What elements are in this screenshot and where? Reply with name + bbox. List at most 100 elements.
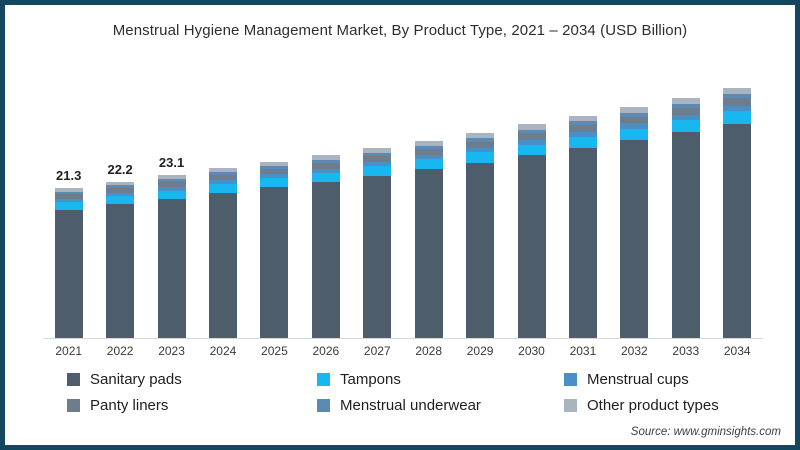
bar-column-2026 bbox=[300, 63, 351, 338]
bar-column-2022: 22.2 bbox=[94, 63, 145, 338]
bar-segment-sanitary-pads bbox=[260, 187, 289, 338]
chart-title: Menstrual Hygiene Management Market, By … bbox=[112, 22, 688, 39]
bar-segment-other-product-types bbox=[311, 155, 340, 160]
bar-segment-tampons bbox=[414, 159, 443, 170]
stacked-bar bbox=[671, 97, 700, 338]
stacked-bar bbox=[208, 168, 237, 338]
bar-segment-menstrual-cups bbox=[106, 192, 135, 197]
bar-segment-tampons bbox=[106, 196, 135, 205]
bar-segment-menstrual-underwear bbox=[671, 103, 700, 108]
bar-segment-menstrual-underwear bbox=[54, 191, 83, 195]
bar-segment-other-product-types bbox=[517, 124, 546, 130]
bar-column-2028 bbox=[403, 63, 454, 338]
bar-segment-tampons bbox=[466, 152, 495, 163]
bar-segment-sanitary-pads bbox=[106, 204, 135, 338]
bar-segment-panty-liners bbox=[311, 163, 340, 169]
bar-segment-other-product-types bbox=[466, 132, 495, 139]
bar-segment-menstrual-cups bbox=[671, 114, 700, 121]
stacked-bar bbox=[311, 155, 340, 338]
x-tick-label: 2021 bbox=[55, 344, 83, 358]
bar-segment-menstrual-cups bbox=[517, 139, 546, 145]
x-tick-label: 2028 bbox=[415, 344, 443, 358]
bar-segment-tampons bbox=[568, 137, 597, 149]
legend-swatch-icon bbox=[67, 373, 80, 386]
bar-segment-tampons bbox=[54, 202, 83, 210]
bar-segment-sanitary-pads bbox=[620, 140, 649, 338]
legend-item-menstrual-underwear: Menstrual underwear bbox=[317, 397, 564, 414]
bar-segment-tampons bbox=[311, 172, 340, 182]
bar-segment-panty-liners bbox=[54, 194, 83, 199]
bar-segment-other-product-types bbox=[620, 106, 649, 113]
bar-segment-menstrual-cups bbox=[414, 154, 443, 160]
bar-segment-menstrual-cups bbox=[620, 123, 649, 129]
x-tick-label: 2024 bbox=[209, 344, 237, 358]
bar-segment-panty-liners bbox=[363, 156, 392, 162]
bar-segment-menstrual-cups bbox=[208, 180, 237, 185]
x-tick-label: 2030 bbox=[518, 344, 545, 358]
x-tick-label: 2032 bbox=[621, 344, 648, 358]
bar-segment-tampons bbox=[671, 120, 700, 133]
stacked-bar bbox=[620, 106, 649, 338]
legend-label: Menstrual underwear bbox=[340, 397, 481, 414]
source-credit: Source: www.gminsights.com bbox=[630, 426, 781, 438]
bar-segment-panty-liners bbox=[414, 148, 443, 155]
legend-item-other-product-types: Other product types bbox=[564, 397, 719, 414]
bar-column-2021: 21.3 bbox=[43, 63, 94, 338]
bar-segment-panty-liners bbox=[671, 107, 700, 115]
plot-area: 21.3 22.2 23.1 bbox=[43, 63, 763, 339]
bar-segment-other-product-types bbox=[414, 140, 443, 146]
legend-swatch-icon bbox=[317, 373, 330, 386]
stacked-bar bbox=[363, 148, 392, 338]
bar-segment-menstrual-underwear bbox=[517, 129, 546, 134]
bar-column-2023: 23.1 bbox=[146, 63, 197, 338]
bar-segment-menstrual-underwear bbox=[620, 112, 649, 117]
bar-segment-menstrual-underwear bbox=[723, 93, 752, 99]
bar-segment-menstrual-underwear bbox=[260, 166, 289, 170]
bar-column-2029 bbox=[454, 63, 505, 338]
bar-segment-tampons bbox=[723, 111, 752, 124]
bar-segment-tampons bbox=[517, 144, 546, 156]
bar-segment-other-product-types bbox=[106, 181, 135, 186]
bar-segment-panty-liners bbox=[260, 169, 289, 175]
bar-segment-other-product-types bbox=[568, 115, 597, 122]
bar-segment-menstrual-cups bbox=[54, 198, 83, 203]
legend-label: Panty liners bbox=[90, 397, 169, 414]
bar-column-2030 bbox=[506, 63, 557, 338]
bar-value-label: 21.3 bbox=[56, 167, 82, 183]
x-tick-label: 2026 bbox=[312, 344, 340, 358]
bar-segment-other-product-types bbox=[54, 187, 83, 192]
bar-column-2025 bbox=[249, 63, 300, 338]
bar-segment-panty-liners bbox=[568, 125, 597, 132]
bar-segment-menstrual-cups bbox=[723, 105, 752, 112]
bar-column-2027 bbox=[352, 63, 403, 338]
x-tick-label: 2023 bbox=[158, 344, 185, 358]
legend-item-menstrual-cups: Menstrual cups bbox=[564, 371, 719, 388]
bar-segment-menstrual-underwear bbox=[311, 159, 340, 164]
bar-segment-panty-liners bbox=[208, 175, 237, 181]
legend-item-panty-liners: Panty liners bbox=[67, 397, 317, 414]
bar-segment-sanitary-pads bbox=[311, 181, 340, 338]
bar-segment-sanitary-pads bbox=[723, 124, 752, 338]
bar-segment-panty-liners bbox=[620, 116, 649, 124]
stacked-bar bbox=[723, 87, 752, 338]
legend-label: Sanitary pads bbox=[90, 371, 182, 388]
bar-segment-sanitary-pads bbox=[671, 132, 700, 338]
bar-segment-sanitary-pads bbox=[363, 175, 392, 338]
bar-segment-menstrual-underwear bbox=[106, 185, 135, 189]
bar-segment-menstrual-cups bbox=[466, 147, 495, 153]
bar-segment-other-product-types bbox=[671, 97, 700, 104]
bar-segment-other-product-types bbox=[260, 161, 289, 167]
bar-segment-menstrual-cups bbox=[568, 131, 597, 138]
bar-segment-menstrual-underwear bbox=[568, 121, 597, 126]
bar-segment-menstrual-cups bbox=[363, 161, 392, 167]
bar-segment-menstrual-cups bbox=[157, 186, 186, 191]
x-tick-label: 2034 bbox=[723, 344, 751, 358]
x-tick-label: 2031 bbox=[569, 344, 597, 358]
x-tick-label: 2025 bbox=[261, 344, 288, 358]
bar-segment-other-product-types bbox=[363, 148, 392, 154]
bar-segment-panty-liners bbox=[466, 141, 495, 148]
x-tick-label: 2027 bbox=[363, 344, 391, 358]
bar-value-label: 22.2 bbox=[107, 161, 133, 177]
stacked-bar bbox=[466, 132, 495, 338]
